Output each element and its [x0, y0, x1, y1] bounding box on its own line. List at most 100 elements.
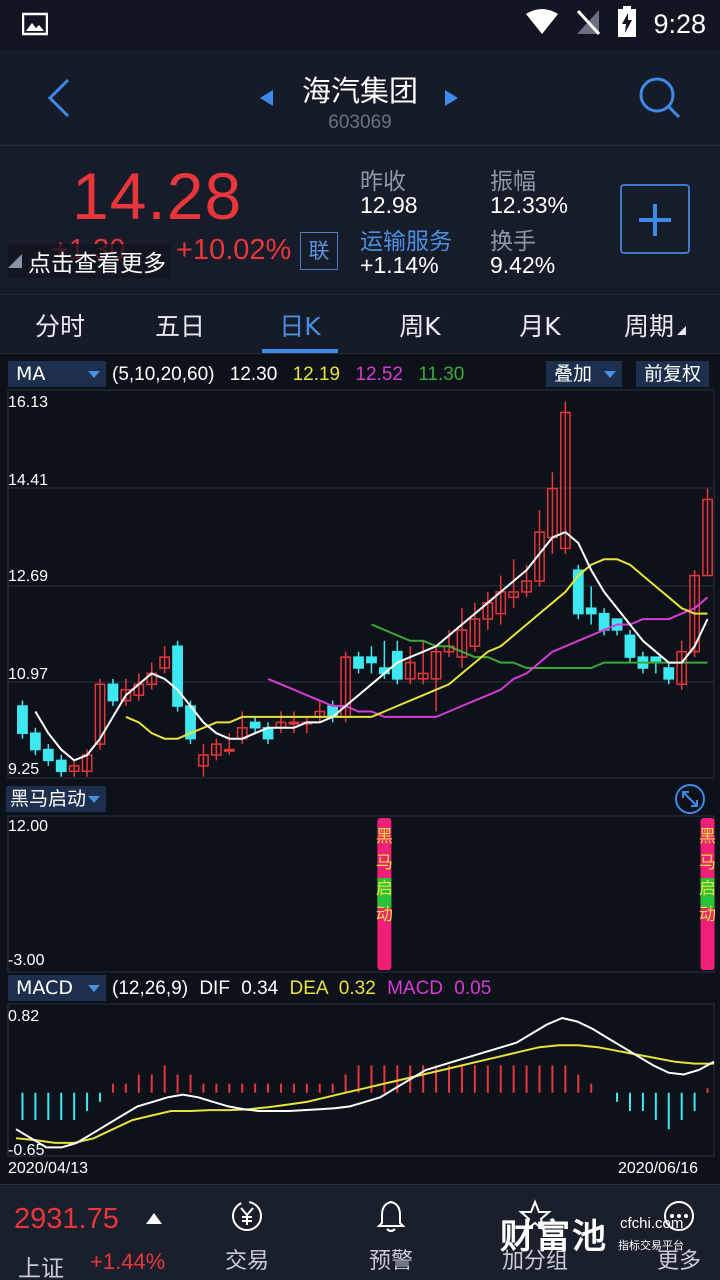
signal-char: 动	[699, 905, 716, 925]
signal-char: 黑	[699, 827, 716, 847]
ma60-line	[371, 623, 708, 669]
candle-body	[624, 634, 636, 658]
dea-line	[15, 1044, 714, 1144]
candle-body	[223, 748, 235, 752]
tab-weekly-k[interactable]: 周K	[399, 312, 441, 341]
signal-char: 马	[699, 853, 716, 873]
nav-add-group[interactable]: 加分组	[490, 1199, 580, 1275]
signal-char: 启	[699, 879, 716, 899]
nav-trade[interactable]: 交易	[202, 1199, 292, 1275]
expand-chart-icon[interactable]	[674, 783, 706, 819]
nav-alert[interactable]: 预警	[346, 1199, 436, 1275]
dea-label: DEA	[289, 978, 328, 999]
candle-body	[702, 498, 713, 577]
y-label-4: 10.97	[8, 666, 49, 683]
signal-indicator-label: 黑马启动	[10, 788, 87, 810]
dif-value: 0.34	[241, 978, 279, 999]
candle-body	[17, 705, 28, 734]
prev-close-value: 12.98	[360, 192, 418, 218]
no-signal-icon	[575, 8, 601, 40]
main-panel-frame	[7, 389, 715, 779]
ma-indicator-label: MA	[16, 363, 46, 385]
candle-body	[559, 411, 571, 550]
candle-body	[366, 656, 377, 664]
stock-name: 海汽集团	[301, 74, 418, 108]
candle-body	[469, 618, 481, 648]
stock-header: 海汽集团 603069	[0, 50, 720, 146]
signal-y-top: 12.00	[8, 818, 49, 835]
signal-panel-frame	[7, 815, 715, 973]
clock: 9:28	[653, 8, 706, 39]
candle-body	[353, 656, 364, 669]
tab-five-day[interactable]: 五日	[154, 312, 205, 341]
last-price: 14.28	[72, 159, 243, 233]
y-label-top: 16.13	[8, 394, 49, 411]
macd-y-bottom: -0.65	[8, 1142, 45, 1159]
bell-icon	[376, 1200, 406, 1232]
ma20-line	[267, 596, 709, 718]
turnover-label: 换手	[490, 229, 536, 255]
adjust-button[interactable]: 前复权	[636, 361, 710, 387]
candle-body	[107, 683, 119, 702]
nav-add-group-label: 加分组	[501, 1249, 568, 1274]
candle-body	[159, 656, 171, 669]
macd-indicator-dropdown[interactable]: MACD	[8, 975, 106, 1001]
nav-more[interactable]: 更多	[634, 1199, 720, 1275]
index-value[interactable]: 2931.75	[14, 1203, 119, 1235]
index-change-pct: +1.44%	[90, 1249, 166, 1274]
ma10-value: 12.19	[292, 364, 341, 385]
star-icon	[518, 1199, 552, 1233]
candle-body	[585, 607, 597, 615]
candle-body	[55, 759, 67, 773]
tab-daily-k[interactable]: 日K	[279, 312, 321, 341]
dif-line	[15, 1016, 715, 1149]
watermark-logo-text: 财富池	[500, 1217, 608, 1257]
watermark-sub: 指标交易平台	[618, 1239, 684, 1252]
back-icon[interactable]	[44, 76, 74, 124]
linked-button[interactable]: 联	[300, 232, 338, 270]
add-watchlist-button[interactable]	[620, 184, 690, 254]
yuan-cycle-icon	[232, 1201, 262, 1231]
dif-label: DIF	[199, 978, 230, 999]
ma5-value: 12.30	[229, 364, 278, 385]
candle-body	[198, 754, 209, 767]
nav-alert-label: 预警	[368, 1249, 413, 1274]
next-stock-icon[interactable]	[444, 90, 458, 110]
tab-period[interactable]: 周期	[600, 307, 710, 343]
show-more-label: 点击查看更多	[28, 251, 166, 277]
overlay-label: 叠加	[554, 363, 593, 385]
more-dots-icon	[664, 1201, 694, 1231]
watermark-url: cfchi.com	[620, 1215, 684, 1232]
candle-body	[68, 765, 80, 773]
price-change-pct: +10.02%	[176, 234, 292, 266]
signal-indicator-dropdown[interactable]: 黑马启动	[6, 786, 106, 812]
show-more-tip[interactable]: 点击查看更多	[8, 244, 170, 278]
chevron-down-icon	[88, 985, 100, 992]
signal-column-green	[377, 878, 392, 908]
ma60-value: 11.30	[418, 364, 465, 385]
signal-char: 启	[376, 879, 393, 899]
chevron-down-icon	[88, 371, 100, 378]
candle-body	[288, 721, 300, 725]
ma-indicator-dropdown[interactable]: MA	[8, 361, 106, 387]
signal-column-green	[700, 878, 715, 908]
signal-char: 黑	[376, 827, 393, 847]
candle-body	[404, 661, 416, 680]
macd-panel-frame	[7, 1003, 715, 1157]
amplitude-value: 12.33%	[490, 192, 569, 218]
search-icon[interactable]	[638, 76, 682, 124]
candle-body	[120, 688, 132, 702]
active-tab-underline	[262, 349, 338, 353]
chevron-down-icon	[604, 371, 616, 378]
ma-params: (5,10,20,60)	[112, 364, 215, 385]
tab-monthly-k[interactable]: 月K	[519, 312, 561, 341]
tab-intraday[interactable]: 分时	[34, 312, 85, 341]
overlay-dropdown[interactable]: 叠加	[546, 361, 622, 387]
sector-link[interactable]: 运输服务	[360, 229, 452, 255]
date-end: 2020/06/16	[618, 1160, 699, 1177]
candle-body	[417, 672, 429, 680]
turnover-value: 9.42%	[490, 252, 556, 278]
candle-body	[663, 667, 675, 680]
prev-stock-icon[interactable]	[260, 90, 274, 110]
